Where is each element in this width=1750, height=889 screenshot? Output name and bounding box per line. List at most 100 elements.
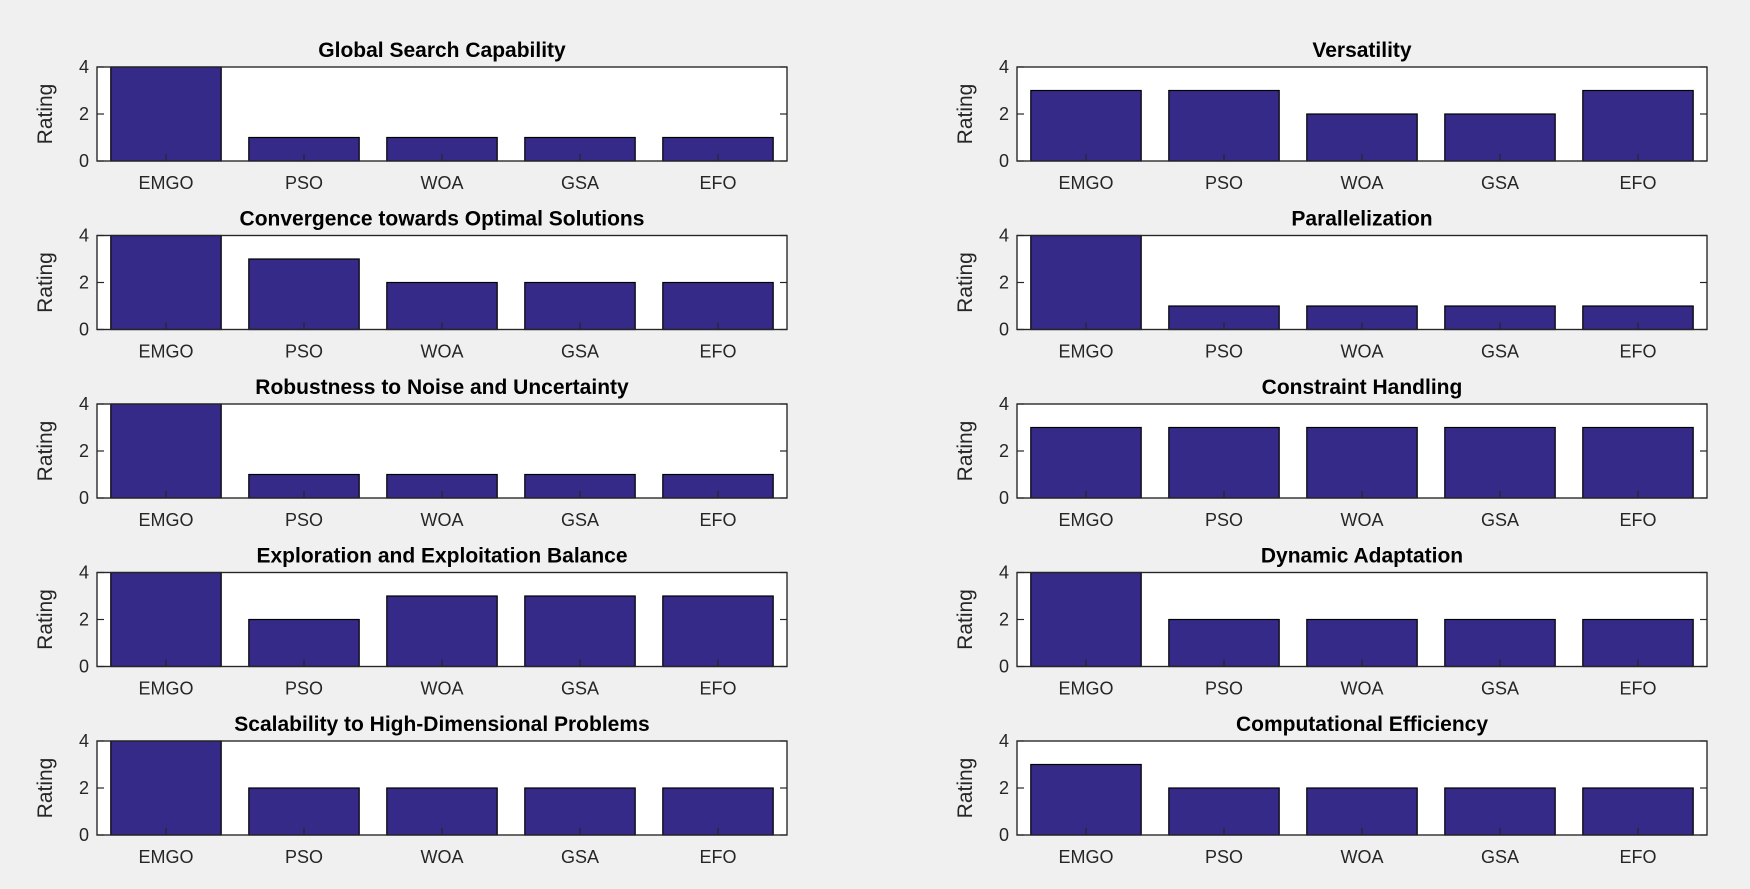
y-axis-label: Rating — [34, 421, 57, 482]
bar-pso — [1168, 787, 1280, 836]
subplot-constraint-handling: Constraint Handling Rating 0 2 4 EMGO PSO WOA GS… — [954, 376, 1708, 530]
bar-woa — [1306, 618, 1418, 668]
x-tick-label: GSA — [561, 342, 599, 362]
bar-emgo — [110, 403, 222, 499]
chart-title: Scalability to High-Dimensional Problems — [234, 713, 649, 736]
y-axis-label: Rating — [954, 84, 977, 145]
bar-gsa — [524, 595, 636, 668]
x-tick-label: PSO — [1205, 173, 1243, 193]
bar-efo — [1582, 426, 1694, 499]
bar-gsa — [1444, 618, 1556, 668]
y-tick-label: 4 — [79, 226, 89, 246]
subplot-parallelization: Parallelization Rating 0 2 4 EMGO PSO WOA GSA EFO — [954, 208, 1708, 362]
y-tick-label: 2 — [79, 441, 89, 461]
bar-emgo — [110, 234, 222, 331]
x-tick-label: WOA — [1341, 510, 1384, 530]
bar-gsa — [1444, 113, 1556, 162]
axes-border — [1016, 234, 1708, 331]
axes-border — [1016, 571, 1708, 668]
x-tick-label: WOA — [1341, 847, 1384, 867]
bar-pso — [1168, 618, 1280, 668]
axes-border — [1016, 740, 1708, 836]
x-tick-label: EMGO — [138, 679, 193, 699]
y-tick-label: 4 — [999, 731, 1009, 751]
x-tick-label: EFO — [699, 342, 736, 362]
y-tick-label: 2 — [999, 273, 1009, 293]
y-tick-label: 4 — [999, 394, 1009, 414]
bar-efo — [1582, 618, 1694, 668]
y-tick-label: 4 — [79, 57, 89, 77]
bar-efo — [1582, 89, 1694, 162]
x-tick-label: WOA — [1341, 342, 1384, 362]
y-tick-label: 4 — [999, 226, 1009, 246]
bar-efo — [1582, 787, 1694, 836]
x-tick-label: GSA — [561, 173, 599, 193]
y-axis-label: Rating — [954, 252, 977, 313]
x-tick-label: GSA — [561, 847, 599, 867]
y-tick-label: 2 — [79, 104, 89, 124]
bar-gsa — [524, 787, 636, 836]
y-tick-label: 0 — [999, 825, 1009, 845]
y-axis-label: Rating — [34, 758, 57, 819]
bar-pso — [248, 787, 360, 836]
y-tick-label: 4 — [79, 394, 89, 414]
x-tick-label: PSO — [285, 173, 323, 193]
bar-woa — [386, 787, 498, 836]
x-tick-label: WOA — [421, 342, 464, 362]
x-tick-label: EMGO — [1058, 342, 1113, 362]
y-tick-label: 4 — [79, 563, 89, 583]
x-tick-label: EFO — [1619, 342, 1656, 362]
bar-woa — [386, 595, 498, 668]
y-tick-label: 0 — [79, 488, 89, 508]
chart-title: Constraint Handling — [1262, 376, 1463, 399]
y-axis-label: Rating — [34, 84, 57, 145]
x-tick-label: WOA — [1341, 173, 1384, 193]
chart-title: Versatility — [1312, 39, 1412, 62]
bar-woa — [386, 281, 498, 331]
y-axis-label: Rating — [34, 589, 57, 650]
axes-border — [96, 66, 788, 162]
bar-emgo — [110, 571, 222, 668]
x-tick-label: PSO — [285, 679, 323, 699]
bar-emgo — [1030, 571, 1142, 668]
y-tick-label: 2 — [999, 778, 1009, 798]
x-tick-label: EFO — [1619, 173, 1656, 193]
axes-border — [1016, 403, 1708, 499]
x-tick-label: GSA — [561, 679, 599, 699]
x-tick-label: GSA — [1481, 679, 1519, 699]
y-tick-label: 0 — [79, 151, 89, 171]
bar-gsa — [1444, 787, 1556, 836]
bar-emgo — [110, 66, 222, 162]
x-tick-label: PSO — [1205, 342, 1243, 362]
axes-border — [96, 403, 788, 499]
bar-emgo — [1030, 426, 1142, 499]
x-tick-label: EMGO — [138, 173, 193, 193]
y-tick-label: 0 — [999, 657, 1009, 677]
axes-border — [96, 740, 788, 836]
subplot-exploration-and-exploitation-balance: Exploration and Exploitation Balance Rati… — [34, 545, 788, 699]
x-tick-label: GSA — [1481, 342, 1519, 362]
subplot-dynamic-adaptation: Dynamic Adaptation Rating 0 2 4 EMGO PSO WOA GSA… — [954, 545, 1708, 699]
y-axis-label: Rating — [954, 589, 977, 650]
y-tick-label: 0 — [79, 320, 89, 340]
bar-efo — [662, 281, 774, 331]
x-tick-label: EMGO — [1058, 679, 1113, 699]
y-tick-label: 2 — [999, 610, 1009, 630]
x-tick-label: PSO — [1205, 847, 1243, 867]
subplot-global-search-capability: Global Search Capability Rating 0 2 4 EMGO PSO… — [34, 39, 788, 193]
bar-pso — [248, 258, 360, 331]
x-tick-label: PSO — [285, 847, 323, 867]
x-tick-label: GSA — [561, 510, 599, 530]
x-tick-label: EMGO — [138, 847, 193, 867]
subplot-scalability-to-high-dimensional-problems: Scalability to High-Dimensional Problems… — [34, 713, 788, 867]
axes-border — [1016, 66, 1708, 162]
y-tick-label: 4 — [999, 563, 1009, 583]
y-tick-label: 0 — [79, 825, 89, 845]
y-axis-label: Rating — [34, 252, 57, 313]
bar-gsa — [524, 281, 636, 331]
bar-pso — [248, 618, 360, 668]
chart-title: Robustness to Noise and Uncertainty — [255, 376, 629, 399]
x-tick-label: GSA — [1481, 510, 1519, 530]
bar-woa — [1306, 113, 1418, 162]
